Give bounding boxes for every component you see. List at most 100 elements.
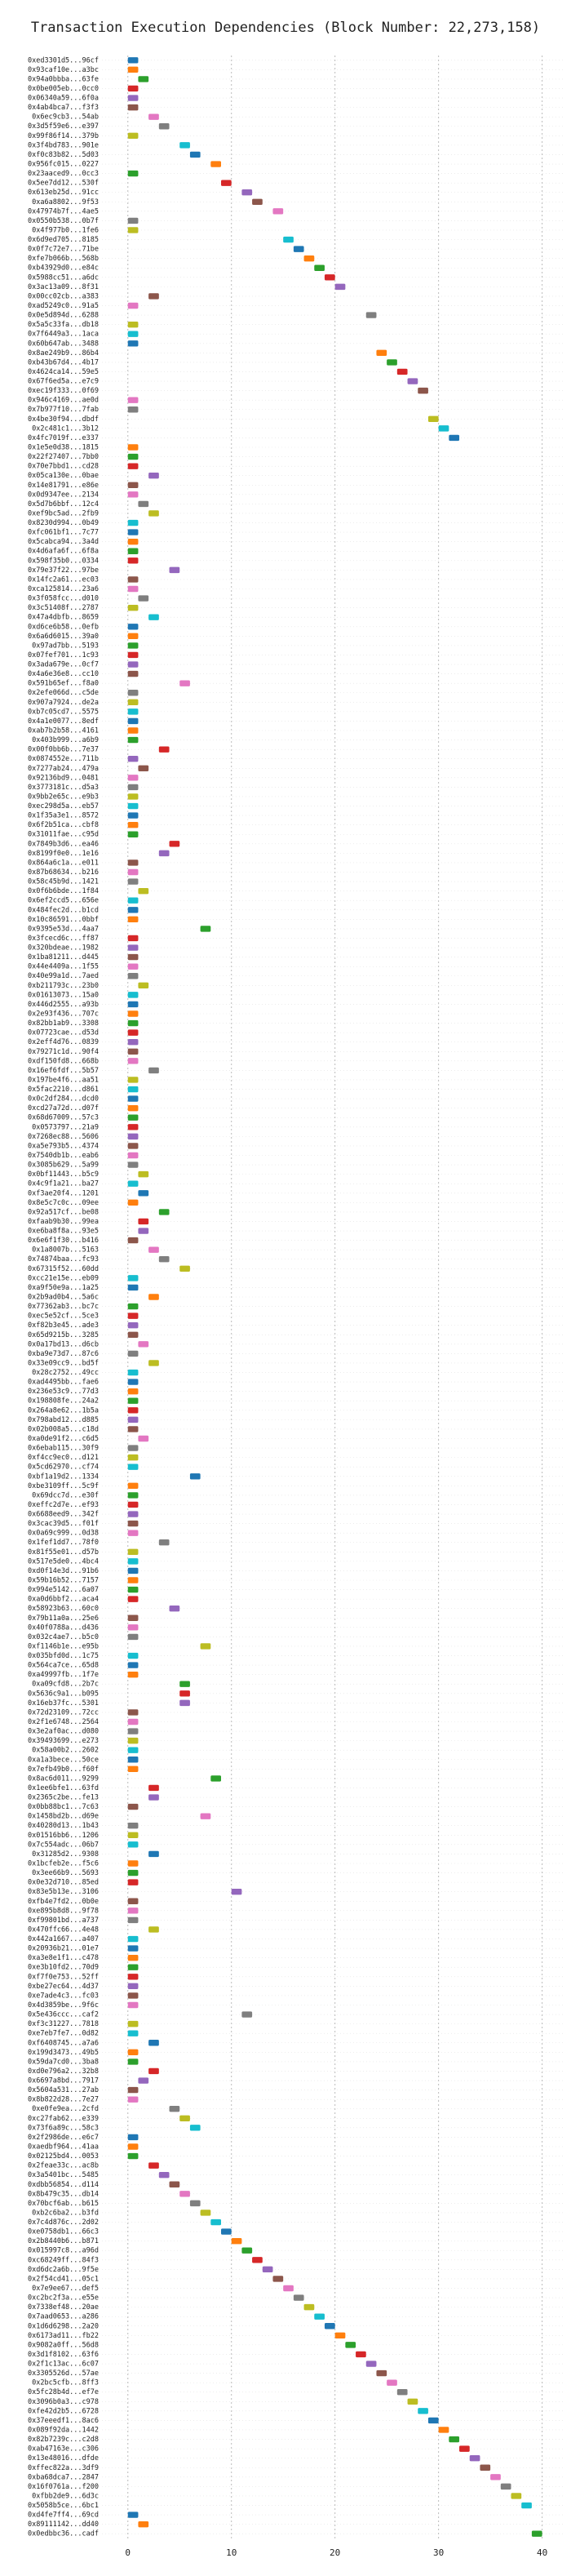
y-tick-label: 0xa09cfd8...2b7c: [32, 1681, 99, 1689]
bar: [127, 1454, 139, 1461]
y-tick-label: 0x82b7239c...c2d8: [28, 2436, 99, 2444]
bar: [480, 2464, 491, 2471]
bar: [127, 1019, 139, 1027]
y-tick-label: 0x2f1c13ac...6c07: [28, 2361, 99, 2369]
y-tick-label: 0x1a8007b...5163: [32, 1246, 99, 1255]
y-tick-label: 0x9bb2e65c...e9b3: [28, 793, 99, 801]
y-tick-label: 0x2f1e6748...2564: [28, 1718, 99, 1726]
y-tick-label: 0x4d6afa6f...6f8a: [28, 548, 99, 556]
bar: [148, 1926, 159, 1933]
bar: [127, 1832, 139, 1838]
y-tick-label: 0x4f977b0...1fe6: [32, 226, 99, 234]
y-tick-label: 0xeffc2d7e...ef93: [28, 1501, 99, 1509]
y-tick-label: 0xe6ba8f8a...93e5: [28, 1228, 99, 1236]
bar: [127, 1388, 139, 1395]
y-tick-label: 0x907a7924...de2a: [28, 699, 99, 707]
y-tick-label: 0x6697a8bd...7917: [28, 2077, 99, 2085]
y-tick-label: 0x65d9215b...3285: [28, 1331, 99, 1339]
bar: [521, 2502, 532, 2509]
bar: [127, 2152, 139, 2160]
y-tick-label: 0xf6408745...a7a6: [28, 2039, 99, 2047]
y-tick-label: 0x07fef701...1c93: [28, 651, 99, 660]
y-tick-label: 0xe0758db1...66c3: [28, 2228, 99, 2236]
y-tick-label: 0x264a8e62...1b5a: [28, 1406, 99, 1415]
bar: [127, 1671, 139, 1678]
y-tick-label: 0x06340a59...6f0a: [28, 95, 99, 103]
y-tick-label: 0xe7eb7fe7...0d82: [28, 2030, 99, 2038]
y-tick-label: 0xd6ce6b58...0efb: [28, 623, 99, 631]
y-tick-label: 0x23aaced9...0cc3: [28, 170, 99, 178]
bar: [127, 699, 139, 706]
bar: [127, 1757, 139, 1763]
bar: [127, 756, 139, 762]
bar: [127, 1086, 139, 1093]
y-tick-label: 0xfc061bf1...7c77: [28, 529, 99, 537]
x-tick-label: 40: [537, 2547, 547, 2558]
bar: [127, 2030, 139, 2036]
y-tick-label: 0x05ca130e...0bae: [28, 472, 99, 480]
y-tick-label: 0x7277ab24...479a: [28, 765, 99, 773]
bar: [127, 1039, 139, 1046]
bar: [407, 378, 418, 384]
bar: [127, 538, 139, 545]
bar: [127, 944, 139, 951]
bar: [324, 2323, 335, 2330]
bar: [127, 132, 139, 140]
y-tick-label: 0x0a17bd13...d6cb: [28, 1340, 99, 1348]
y-tick-label: 0xe3b10fd2...70d9: [28, 1964, 99, 1972]
bar: [127, 727, 139, 734]
y-tick-label: 0x37eeedf1...8ac6: [28, 2417, 99, 2425]
bar: [127, 1954, 139, 1961]
y-tick-label: 0x4d3859be...9f6c: [28, 2001, 99, 2010]
bar: [127, 2096, 139, 2103]
y-tick-label: 0x564ca7ce...65d8: [28, 1662, 99, 1670]
bar: [127, 1718, 139, 1725]
bar: [169, 566, 180, 574]
y-tick-label: 0xca125814...23a6: [28, 585, 99, 593]
bar: [127, 331, 139, 337]
bar: [127, 2059, 139, 2065]
bar: [500, 2483, 511, 2490]
y-tick-label: 0x7aad0653...a286: [28, 2313, 99, 2321]
y-tick-label: 0x01516bb6...1206: [28, 1832, 99, 1840]
bar: [138, 1435, 149, 1442]
y-tick-label: 0xfbb2de9...6d3c: [32, 2492, 99, 2500]
bar: [179, 1699, 190, 1707]
bar: [179, 1681, 190, 1687]
y-tick-label: 0x74874baa...fc93: [28, 1255, 99, 1264]
bar: [127, 963, 139, 970]
y-tick-label: 0x2b9ad0b4...5a6c: [28, 1294, 99, 1302]
bar: [387, 359, 397, 366]
y-tick-label: 0x07723cae...d53d: [28, 1029, 99, 1037]
y-tick-label: 0x994e5142...6a07: [28, 1586, 99, 1594]
y-tick-label: 0x484fec2d...b1cd: [28, 906, 99, 914]
bar: [127, 1350, 139, 1357]
y-tick-label: 0x3305526d...57ae: [28, 2369, 99, 2378]
bar: [127, 57, 139, 64]
y-tick-label: 0x0be005eb...0cc0: [28, 85, 99, 93]
bar: [148, 1360, 159, 1366]
bar: [303, 2303, 315, 2311]
bar: [127, 95, 139, 101]
bar: [127, 406, 139, 413]
bar: [127, 340, 139, 347]
y-tick-label: 0x14fc2a61...ec03: [28, 575, 99, 584]
x-tick-label: 10: [226, 2547, 237, 2558]
y-tick-label: 0x6ec9cb3...54ab: [32, 113, 99, 122]
bar: [449, 434, 460, 442]
bar: [138, 2520, 149, 2528]
y-tick-label: 0x3a5401bc...5485: [28, 2171, 99, 2179]
y-tick-label: 0x2b8440b6...b871: [28, 2237, 99, 2245]
bar: [200, 926, 211, 932]
x-tick-label: 0: [125, 2547, 131, 2558]
bar: [210, 1775, 222, 1782]
y-tick-label: 0xe0fe9ea...2cfd: [32, 2105, 99, 2113]
y-tick-label: 0x403b999...a6b9: [32, 736, 99, 744]
bar: [127, 1369, 139, 1376]
bar: [158, 1256, 170, 1263]
bar: [148, 2040, 159, 2046]
y-tick-label: 0x2feae33c...ac8b: [28, 2162, 99, 2170]
y-tick-label: 0x1fef1dd7...78f0: [28, 1539, 99, 1547]
y-tick-label: 0x82bb1ab9...3308: [28, 1019, 99, 1028]
y-tick-label: 0x92a517cf...be08: [28, 1208, 99, 1216]
